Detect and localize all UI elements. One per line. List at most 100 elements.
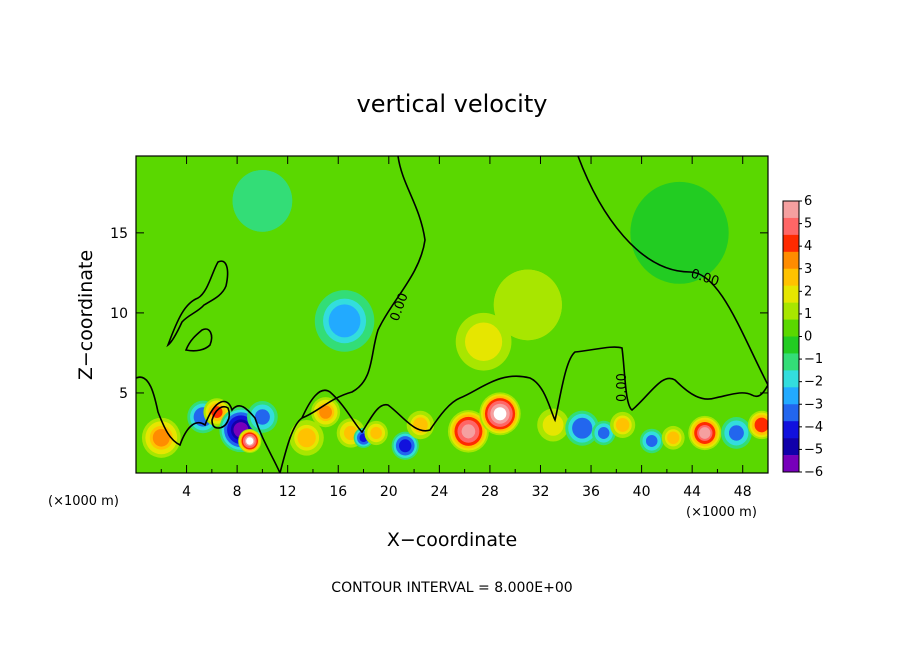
- heat-blob: [203, 398, 231, 427]
- plot-area: 0.00 0.00 0.00: [136, 156, 768, 473]
- heat-band: [699, 427, 711, 439]
- heat-band: [467, 325, 500, 359]
- x-tick-label: 12: [279, 484, 297, 500]
- chart-title: vertical velocity: [357, 90, 548, 118]
- heat-band: [493, 269, 562, 341]
- heat-blob: [721, 417, 752, 449]
- heat-band: [667, 431, 680, 445]
- heat-blob: [688, 415, 722, 451]
- colorbar-label: 4: [804, 239, 812, 254]
- heat-blob: [406, 410, 435, 440]
- zero-contours: [136, 156, 768, 473]
- heat-blob: [630, 181, 729, 284]
- heat-blob: [314, 290, 375, 352]
- colorbar-swatch: [783, 421, 799, 439]
- heat-band: [542, 414, 564, 436]
- colorbar-label: −5: [804, 442, 823, 457]
- colorbar-label: −6: [804, 465, 823, 480]
- heat-band: [255, 409, 270, 425]
- colorbar-label: 3: [804, 262, 812, 277]
- heat-band: [399, 440, 411, 452]
- colorbar-swatch: [783, 353, 799, 371]
- contour-line: [577, 156, 768, 386]
- colorbar-label: −4: [804, 420, 823, 435]
- colorbar-label: 2: [804, 284, 812, 299]
- x-tick-label: 4: [182, 484, 191, 500]
- heat-blob: [747, 410, 768, 440]
- colorbar-swatch: [783, 455, 799, 473]
- heat-band: [152, 428, 170, 447]
- colorbar-label: −1: [804, 352, 823, 367]
- heat-blob: [610, 411, 636, 439]
- x-axis-label: X−coordinate: [387, 529, 517, 551]
- contour-interval-note: CONTOUR INTERVAL = 8.000E+00: [331, 580, 572, 596]
- y-axis-label: Z−coordinate: [75, 250, 97, 380]
- heat-band: [493, 407, 507, 421]
- heat-blob: [479, 392, 521, 436]
- colorbar: 6 5 4 3 2 1 0 −1 −2 −3 −4 −5 −6: [782, 194, 823, 480]
- heat-band: [574, 420, 590, 436]
- y-tick-label: 10: [110, 306, 128, 322]
- heat-blob: [238, 428, 262, 454]
- colorbar-swatch: [783, 387, 799, 405]
- x-tick-label: 40: [633, 484, 651, 500]
- colorbar-swatch: [783, 404, 799, 422]
- heat-band: [319, 405, 332, 419]
- contour-line: [184, 328, 213, 352]
- heat-band: [328, 304, 361, 338]
- colorbar-swatch: [783, 268, 799, 286]
- x-tick-label: 16: [329, 484, 347, 500]
- x-tick-label: 28: [481, 484, 499, 500]
- x-tick-label: 48: [734, 484, 752, 500]
- colorbar-swatch: [783, 319, 799, 337]
- heat-band: [598, 427, 610, 439]
- colorbar-swatch: [783, 285, 799, 303]
- colorbar-swatch: [783, 217, 799, 236]
- heat-blob: [447, 410, 489, 453]
- colorbar-label: 5: [804, 217, 812, 232]
- heat-blob: [289, 419, 324, 456]
- colorbar-swatch: [783, 336, 799, 354]
- heat-blob: [661, 425, 685, 450]
- contour-label: 0.00: [615, 373, 630, 402]
- y-tick-label: 5: [119, 386, 128, 402]
- colorbar-swatch: [783, 302, 799, 320]
- colorbar-swatch: [783, 201, 799, 219]
- heat-band: [297, 428, 316, 448]
- colorbar-label: −3: [804, 397, 823, 412]
- x-unit-right: (×1000 m): [686, 505, 757, 520]
- contour-line: [279, 156, 426, 473]
- contour-line: [211, 405, 231, 429]
- heat-blob: [455, 312, 512, 371]
- heat-band: [630, 181, 729, 284]
- y-tick-label: 15: [110, 226, 128, 242]
- heat-blob: [639, 428, 664, 454]
- heat-blob: [565, 410, 600, 446]
- x-tick-label: 20: [380, 484, 398, 500]
- x-tick-label: 24: [430, 484, 448, 500]
- contour-line: [136, 376, 281, 473]
- heat-blob: [391, 431, 419, 460]
- contour-line: [301, 346, 768, 434]
- heat-band: [615, 417, 630, 432]
- heat-band: [370, 426, 383, 440]
- heat-blob: [537, 408, 570, 442]
- y-axis: 5 10 15: [110, 226, 768, 402]
- x-tick-label: 44: [683, 484, 701, 500]
- x-tick-label: 8: [233, 484, 242, 500]
- colorbar-label: −2: [804, 375, 823, 390]
- heat-blob: [493, 269, 562, 341]
- x-axis: 4 8 12 16 20 24 28 32 36 40 44 48: [160, 156, 752, 500]
- heat-blob: [247, 401, 278, 433]
- colorbar-swatch: [783, 370, 799, 388]
- x-tick-label: 32: [532, 484, 550, 500]
- colorbar-label: 6: [804, 194, 812, 209]
- contour-line: [166, 260, 229, 348]
- heat-band: [232, 169, 293, 232]
- heat-blob: [311, 397, 341, 428]
- colorbar-swatch: [783, 251, 799, 270]
- colorbar-label: 1: [804, 307, 812, 322]
- x-tick-label: 36: [582, 484, 600, 500]
- heat-band: [756, 419, 767, 431]
